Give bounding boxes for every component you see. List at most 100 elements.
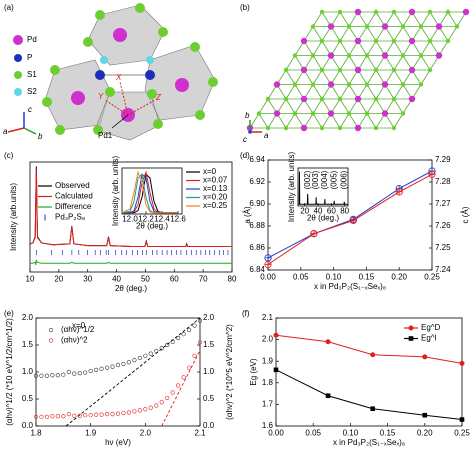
plot-frame	[297, 167, 349, 207]
marker	[325, 339, 331, 345]
lattice-bond	[339, 84, 350, 100]
y2-axis-label: (αhν)^2 (*10^5 eV^2/cm^2)	[225, 324, 234, 420]
atom-pd	[273, 110, 281, 117]
atom-s	[346, 82, 352, 87]
legend-label: Pd₃P₂S₈	[55, 213, 85, 222]
y-axis-label: Intensity (arb. units)	[287, 152, 296, 223]
marker	[137, 355, 142, 361]
marker	[273, 332, 279, 338]
local-axis	[104, 99, 129, 116]
peak-label: (002)	[303, 170, 312, 189]
atom-s	[418, 53, 424, 58]
lattice-bond	[420, 26, 431, 42]
atom-pd	[300, 66, 308, 74]
atom-s1	[93, 125, 103, 135]
y-tick-label: 6.94	[249, 155, 265, 164]
atom-s	[292, 82, 298, 87]
x-tick-label: 2.1	[194, 428, 206, 437]
atom-pd	[327, 110, 335, 117]
atom-s	[373, 67, 379, 73]
y-tick-label: 1.8	[262, 378, 274, 387]
x-tick-label: 40	[314, 207, 323, 216]
marker	[50, 414, 55, 419]
x-tick-label: 40	[112, 274, 121, 283]
atom-s	[256, 111, 262, 116]
atom-s1	[42, 97, 52, 107]
lattice-bond	[366, 84, 377, 100]
marker	[159, 400, 164, 405]
atom-s	[265, 125, 271, 131]
atom-s	[292, 111, 298, 116]
x-axis-label: hν (eV)	[105, 438, 131, 447]
y-tick-label: 2.1	[262, 313, 274, 322]
atom-pd	[435, 23, 443, 30]
structure-b	[246, 8, 470, 132]
axis-label: c	[28, 105, 32, 114]
annotation: Pd1	[98, 131, 113, 140]
y-tick-label: 6.92	[249, 177, 265, 186]
atom-s	[373, 9, 379, 15]
atom-s	[418, 24, 424, 29]
marker	[94, 412, 99, 417]
legend-p	[14, 54, 22, 62]
x-tick-label: 20	[54, 274, 63, 283]
x-tick-label: 0.05	[293, 272, 309, 281]
x-tick-label: 80	[340, 207, 349, 216]
y2-tick-label: 7.24	[435, 265, 451, 274]
atom-s1	[147, 89, 157, 99]
lattice-bond	[393, 26, 404, 42]
atom-s	[283, 96, 289, 102]
panel-label: (c)	[4, 151, 14, 160]
lattice-bond	[366, 113, 377, 129]
lattice-bond	[447, 11, 458, 27]
atom-pd	[273, 81, 281, 88]
marker	[33, 414, 39, 419]
marker	[48, 338, 54, 343]
y-tick-label: 6.86	[249, 243, 265, 252]
marker	[55, 414, 60, 419]
annotation: 1mm	[378, 243, 396, 252]
atom-s	[310, 111, 316, 116]
x-tick-label: 0.20	[391, 272, 407, 281]
x-tick-label: 0.10	[343, 428, 359, 437]
y2-tick-label: 7.26	[435, 221, 451, 230]
atom-p	[95, 70, 105, 80]
x-tick-label: 60	[327, 207, 336, 216]
x-axis-label: 2θ (deg.)	[136, 222, 168, 231]
lattice-bond	[312, 113, 323, 129]
atom-pd	[300, 124, 308, 132]
y-tick-label: 6.90	[249, 199, 265, 208]
lattice-bond	[285, 55, 296, 71]
marker	[176, 335, 181, 341]
lattice-bond	[339, 11, 350, 27]
x-tick-label: 1.8	[30, 428, 42, 437]
atom-p	[145, 70, 155, 80]
y-axis-label: a (Å)	[243, 206, 252, 224]
atom-pd	[300, 37, 308, 45]
x-tick-label: 20	[300, 207, 309, 216]
marker	[50, 373, 55, 378]
atom-s	[364, 53, 370, 58]
y-axis-label: Intensity (arb. units)	[111, 156, 120, 227]
atom-s	[346, 24, 352, 29]
atom-s	[319, 96, 325, 102]
atom-pd	[327, 52, 335, 59]
marker	[154, 403, 159, 408]
lattice-bond	[339, 113, 350, 129]
y2-tick-label: 1.5	[203, 340, 215, 349]
marker	[181, 375, 186, 380]
x-axis-label: 2θ (deg.)	[115, 284, 147, 293]
x-tick-label: 1.9	[85, 428, 97, 437]
legend-pd	[13, 35, 23, 45]
x-axis-label: x in Pd₃P₂(S₁₋ₓSeₓ)₈	[314, 282, 386, 291]
x-tick-label: 50	[141, 274, 150, 283]
marker	[39, 414, 44, 419]
atom-s	[310, 82, 316, 87]
atom-s1	[158, 27, 168, 37]
marker	[104, 365, 110, 370]
atom-s	[337, 96, 343, 102]
atom-s1	[105, 87, 115, 97]
atom-pd	[327, 23, 335, 30]
lattice-bond	[393, 98, 404, 114]
atom-s	[427, 67, 433, 73]
